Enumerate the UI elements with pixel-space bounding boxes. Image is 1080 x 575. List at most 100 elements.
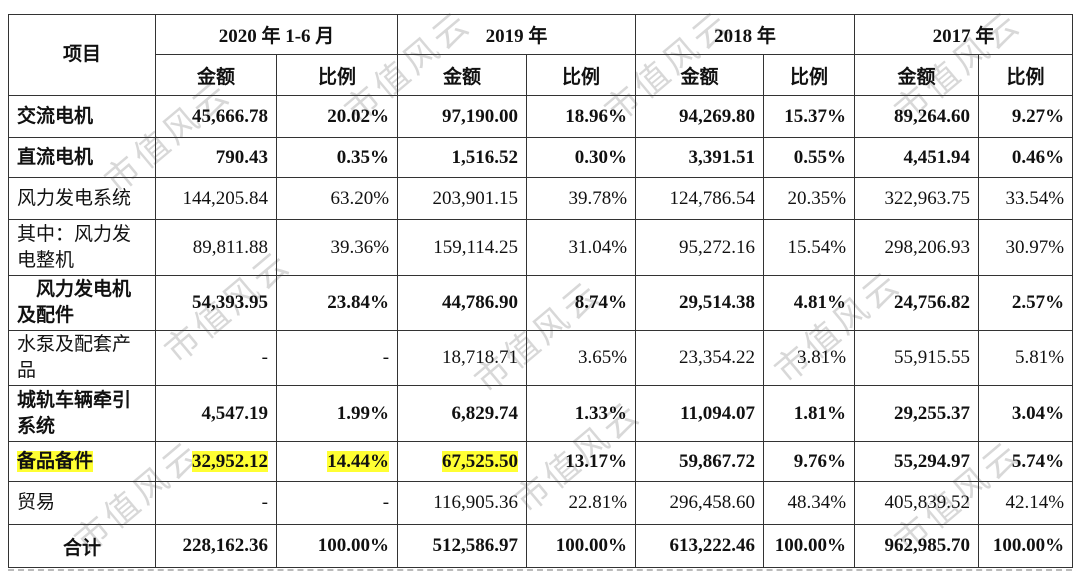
cell-amount: 11,094.07 [635, 385, 765, 442]
cell-amount: 296,458.60 [635, 481, 765, 525]
cell-ratio: 20.35% [763, 177, 856, 220]
cell-ratio: 4.81% [763, 275, 856, 331]
cell-amount: 613,222.46 [635, 524, 765, 568]
header-item-label: 项目 [8, 14, 156, 96]
cell-ratio: 0.55% [763, 137, 856, 178]
cut-off-footer-line [8, 569, 1072, 573]
highlight-ratio: 14.44% [327, 450, 390, 472]
cell-ratio: 1.99% [275, 385, 399, 442]
row-label: 直流电机 [8, 137, 156, 178]
cell-ratio: 1.81% [763, 385, 856, 442]
header-amount: 金额 [854, 54, 980, 96]
cell-ratio: 5.81% [978, 330, 1074, 386]
cell-amount: 790.43 [155, 137, 277, 178]
cell-ratio: 3.65% [526, 330, 637, 386]
cell-ratio: 30.97% [978, 219, 1074, 276]
table-row: 风力发电系统 144,205.84 63.20% 203,901.15 39.7… [8, 177, 1074, 220]
cell-ratio: 9.76% [763, 441, 856, 482]
row-label: 城轨车辆牵引系统 [8, 385, 156, 442]
cell-ratio: 2.57% [978, 275, 1074, 331]
table-row: 城轨车辆牵引系统 4,547.19 1.99% 6,829.74 1.33% 1… [8, 385, 1074, 442]
header-year: 2017 年 [854, 14, 1074, 55]
cell-amount: 89,811.88 [155, 219, 277, 276]
cell-ratio: 42.14% [978, 481, 1074, 525]
cell-amount: 24,756.82 [854, 275, 980, 331]
cell-amount: 159,114.25 [397, 219, 528, 276]
cell-ratio: - [275, 330, 399, 386]
cell-amount: 29,514.38 [635, 275, 765, 331]
highlight-label: 备品备件 [17, 450, 94, 472]
cell-amount: - [155, 481, 277, 525]
cell-ratio: 100.00% [275, 524, 399, 568]
cell-amount: 298,206.93 [854, 219, 980, 276]
row-label: 备品备件 [8, 441, 156, 482]
header-ratio: 比例 [275, 54, 399, 96]
cell-amount: 59,867.72 [635, 441, 765, 482]
cell-ratio: 1.33% [526, 385, 637, 442]
row-label: 风力发电机及配件 [8, 275, 156, 331]
cell-amount: 962,985.70 [854, 524, 980, 568]
cell-amount: 45,666.78 [155, 95, 277, 138]
table-row: 直流电机 790.43 0.35% 1,516.52 0.30% 3,391.5… [8, 137, 1074, 178]
cell-ratio: 14.44% [275, 441, 399, 482]
cell-amount: 18,718.71 [397, 330, 528, 386]
cell-ratio: 3.81% [763, 330, 856, 386]
row-label: 风力发电系统 [8, 177, 156, 220]
cell-amount: 32,952.12 [155, 441, 277, 482]
cell-ratio: 15.54% [763, 219, 856, 276]
cell-amount: 124,786.54 [635, 177, 765, 220]
cell-ratio: 13.17% [526, 441, 637, 482]
header-ratio: 比例 [526, 54, 637, 96]
row-label: 合计 [8, 524, 156, 568]
cell-ratio: 22.81% [526, 481, 637, 525]
cell-amount: 405,839.52 [854, 481, 980, 525]
cell-ratio: 48.34% [763, 481, 856, 525]
cell-ratio: 15.37% [763, 95, 856, 138]
cell-amount: 97,190.00 [397, 95, 528, 138]
cell-ratio: 39.36% [275, 219, 399, 276]
cell-amount: 55,294.97 [854, 441, 980, 482]
table-row: 风力发电机及配件 54,393.95 23.84% 44,786.90 8.74… [8, 275, 1074, 331]
cell-amount: 54,393.95 [155, 275, 277, 331]
cell-ratio: 3.04% [978, 385, 1074, 442]
row-label: 交流电机 [8, 95, 156, 138]
row-label: 贸易 [8, 481, 156, 525]
cell-ratio: 0.30% [526, 137, 637, 178]
highlight-amount: 67,525.50 [442, 450, 519, 472]
header-row-subcols: 金额 比例 金额 比例 金额 比例 金额 比例 [9, 54, 1074, 96]
cell-ratio: 0.35% [275, 137, 399, 178]
cell-amount: 89,264.60 [854, 95, 980, 138]
table-row: 交流电机 45,666.78 20.02% 97,190.00 18.96% 9… [8, 95, 1074, 138]
cell-amount: 4,547.19 [155, 385, 277, 442]
cell-amount: 29,255.37 [854, 385, 980, 442]
cell-ratio: 5.74% [978, 441, 1074, 482]
header-amount: 金额 [635, 54, 765, 96]
header-amount: 金额 [155, 54, 277, 96]
row-label: 水泵及配套产品 [8, 330, 156, 386]
row-label: 其中：风力发电整机 [8, 219, 156, 276]
cell-amount: 6,829.74 [397, 385, 528, 442]
table-row: 其中：风力发电整机 89,811.88 39.36% 159,114.25 31… [8, 219, 1074, 276]
table-row: 备品备件 32,952.12 14.44% 67,525.50 13.17% 5… [8, 441, 1074, 482]
header-year: 2018 年 [635, 14, 856, 55]
cell-amount: 116,905.36 [397, 481, 528, 525]
cell-ratio: - [275, 481, 399, 525]
cell-ratio: 100.00% [526, 524, 637, 568]
cell-amount: 94,269.80 [635, 95, 765, 138]
cell-ratio: 100.00% [978, 524, 1074, 568]
cell-ratio: 31.04% [526, 219, 637, 276]
cell-amount: 144,205.84 [155, 177, 277, 220]
cell-amount: 1,516.52 [397, 137, 528, 178]
header-row-years: 项目 2020 年 1-6 月 2019 年 2018 年 2017 年 [8, 14, 1074, 96]
header-year: 2020 年 1-6 月 [154, 14, 399, 55]
table-row: 水泵及配套产品 - - 18,718.71 3.65% 23,354.22 3.… [8, 330, 1074, 386]
cell-amount: 203,901.15 [397, 177, 528, 220]
cell-amount: 95,272.16 [635, 219, 765, 276]
cell-amount: 512,586.97 [397, 524, 528, 568]
header-ratio: 比例 [763, 54, 856, 96]
cell-amount: 3,391.51 [635, 137, 765, 178]
cell-amount: 322,963.75 [854, 177, 980, 220]
header-amount: 金额 [397, 54, 528, 96]
cell-ratio: 9.27% [978, 95, 1074, 138]
cell-amount: 228,162.36 [155, 524, 277, 568]
